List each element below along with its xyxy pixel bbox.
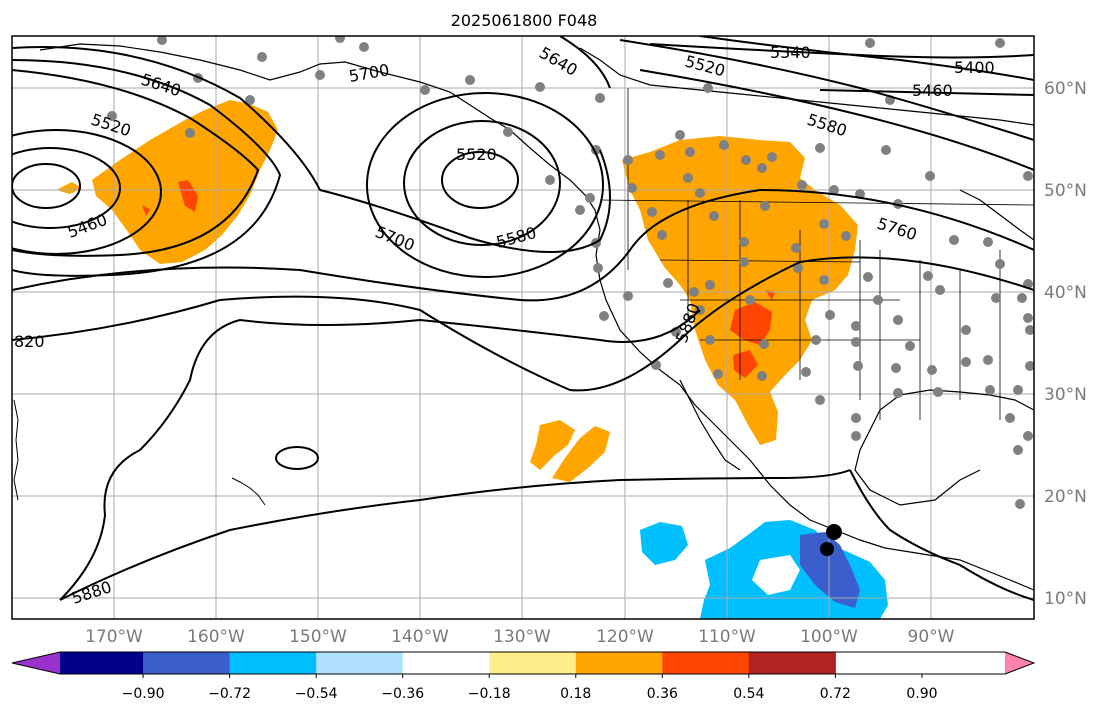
colorbar-swatches xyxy=(12,652,1034,674)
colorbar-swatch xyxy=(575,652,663,674)
lon-label: 140°W xyxy=(391,627,449,647)
lat-label: 20°N xyxy=(1044,487,1087,507)
lon-label: 150°W xyxy=(289,627,347,647)
negative-anomaly-shading xyxy=(640,520,888,619)
lon-label: 120°W xyxy=(596,627,654,647)
colorbar-tick-label: 0.54 xyxy=(733,686,764,702)
colorbar-swatch xyxy=(143,652,231,674)
colorbar-tick-label: 0.90 xyxy=(906,686,937,702)
colorbar-swatch xyxy=(60,652,144,674)
strong-positive-anomaly-shading xyxy=(142,180,775,378)
contour-label: 5460 xyxy=(912,81,953,100)
lon-label: 100°W xyxy=(800,627,858,647)
colorbar-tick-label: 0.36 xyxy=(647,686,678,702)
anomaly-region-pacific-patch-2 xyxy=(552,426,610,482)
lat-label: 60°N xyxy=(1044,79,1087,99)
state-borders xyxy=(599,88,1034,420)
marker-dot xyxy=(820,542,834,556)
colorbar-tick-label: −0.90 xyxy=(122,686,165,702)
colorbar-swatch xyxy=(662,652,750,674)
colorbar-swatch xyxy=(229,652,317,674)
islands xyxy=(13,399,266,506)
lat-label: 30°N xyxy=(1044,385,1087,405)
map-panel[interactable]: 5640 5700 5340 5400 5460 5520 5580 5640 … xyxy=(0,33,1035,619)
colorbar-tick-label: −0.36 xyxy=(381,686,424,702)
colorbar-tick-label: 0.72 xyxy=(820,686,851,702)
lat-label: 10°N xyxy=(1044,589,1087,609)
lon-label: 130°W xyxy=(493,627,551,647)
marker-dot xyxy=(826,524,842,540)
colorbar-swatch xyxy=(12,652,60,674)
colorbar: −0.90 −0.72 −0.54 −0.36 −0.18 0.18 0.36 0.54 0.7… xyxy=(11,651,1036,702)
colorbar-swatch xyxy=(1005,652,1034,674)
colorbar-swatch xyxy=(316,652,404,674)
lon-label: 160°W xyxy=(187,627,245,647)
colorbar-ticks: −0.90 −0.72 −0.54 −0.36 −0.18 0.18 0.36 0.54 0.7… xyxy=(122,674,938,702)
lon-label: 110°W xyxy=(698,627,756,647)
colorbar-tick-label: −0.72 xyxy=(208,686,251,702)
anomaly-region-pacific-patch-1 xyxy=(530,420,575,470)
lon-label: 170°W xyxy=(85,627,143,647)
colorbar-tick-label: 0.18 xyxy=(560,686,591,702)
contour-label: 5340 xyxy=(770,43,811,62)
latitude-labels: 60°N 50°N 40°N 30°N 20°N 10°N xyxy=(1044,79,1087,609)
contour-label: 820 xyxy=(14,332,45,351)
map-title: 2025061800 F048 xyxy=(451,11,598,30)
longitude-labels: 170°W 160°W 150°W 140°W 130°W 120°W 110°… xyxy=(85,627,955,647)
map-frame xyxy=(11,35,1035,620)
colorbar-swatch xyxy=(748,652,836,674)
lat-label: 50°N xyxy=(1044,181,1087,201)
height-contours xyxy=(12,36,1034,601)
colorbar-tick-label: −0.18 xyxy=(468,686,511,702)
colorbar-swatch xyxy=(489,652,577,674)
contour-label: 5400 xyxy=(954,58,995,77)
contour-label: 5520 xyxy=(456,145,497,164)
colorbar-swatch xyxy=(402,652,490,674)
colorbar-tick-label: −0.54 xyxy=(295,686,338,702)
lon-label: 90°W xyxy=(908,627,955,647)
lat-label: 40°N xyxy=(1044,283,1087,303)
anomaly-region-aleutian-small xyxy=(56,182,82,194)
colorbar-outline xyxy=(11,651,1036,675)
